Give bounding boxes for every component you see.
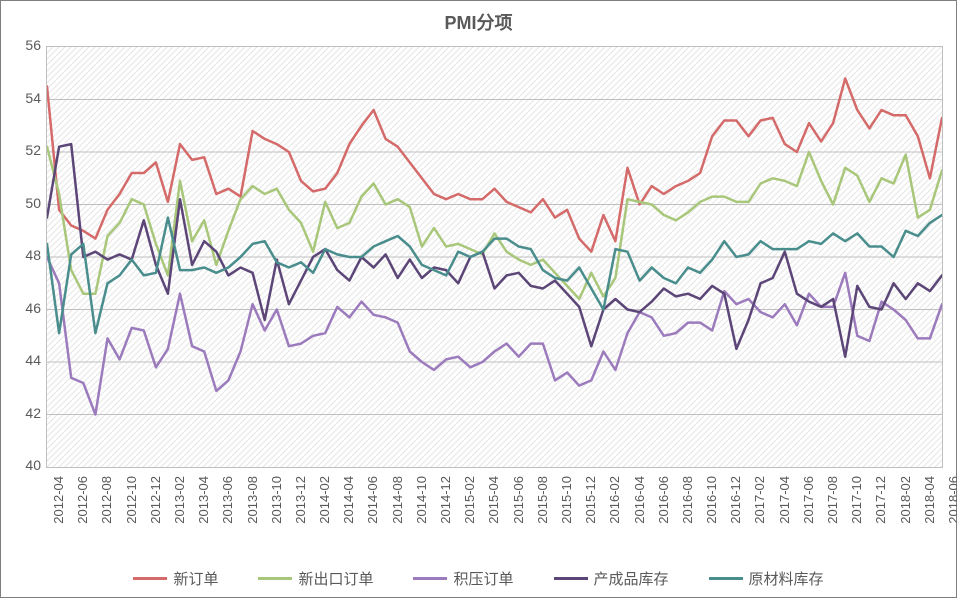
x-tick-label: 2014-10 bbox=[414, 476, 429, 531]
legend-swatch bbox=[709, 577, 743, 580]
x-tick-label: 2015-08 bbox=[535, 476, 550, 531]
x-tick-label: 2012-06 bbox=[75, 476, 90, 531]
x-tick-label: 2013-10 bbox=[269, 476, 284, 531]
x-tick-label: 2017-02 bbox=[752, 476, 767, 531]
y-tick-label: 54 bbox=[11, 90, 41, 106]
x-tick-label: 2016-08 bbox=[680, 476, 695, 531]
x-tick-label: 2015-12 bbox=[583, 476, 598, 531]
legend-item: 新订单 bbox=[133, 568, 218, 589]
y-tick-label: 42 bbox=[11, 405, 41, 421]
x-tick-label: 2013-06 bbox=[220, 476, 235, 531]
legend-item: 新出口订单 bbox=[258, 568, 373, 589]
y-tick-label: 50 bbox=[11, 195, 41, 211]
legend-label: 新出口订单 bbox=[298, 568, 373, 589]
x-tick-label: 2013-12 bbox=[293, 476, 308, 531]
x-tick-label: 2015-06 bbox=[511, 476, 526, 531]
x-tick-label: 2015-04 bbox=[486, 476, 501, 531]
x-tick-label: 2012-04 bbox=[51, 476, 66, 531]
legend-label: 原材料库存 bbox=[749, 568, 824, 589]
x-tick-label: 2014-12 bbox=[438, 476, 453, 531]
x-tick-label: 2018-06 bbox=[946, 476, 957, 531]
x-tick-label: 2018-02 bbox=[898, 476, 913, 531]
plot-svg bbox=[47, 47, 942, 467]
legend: 新订单 新出口订单 积压订单 产成品库存 原材料库存 bbox=[1, 568, 956, 589]
x-tick-label: 2017-12 bbox=[873, 476, 888, 531]
x-axis: 2012-04 2012-06 2012-08 2012-10 2012-12 2013-… bbox=[46, 471, 941, 551]
legend-item: 积压订单 bbox=[413, 568, 513, 589]
x-tick-label: 2014-04 bbox=[341, 476, 356, 531]
x-tick-label: 2014-02 bbox=[317, 476, 332, 531]
chart-title: PMI分项 bbox=[1, 9, 956, 35]
x-tick-label: 2017-06 bbox=[801, 476, 816, 531]
x-tick-label: 2013-02 bbox=[172, 476, 187, 531]
x-tick-label: 2012-10 bbox=[124, 476, 139, 531]
x-tick-label: 2012-12 bbox=[148, 476, 163, 531]
legend-item: 产成品库存 bbox=[554, 568, 669, 589]
x-tick-label: 2014-08 bbox=[390, 476, 405, 531]
x-tick-label: 2015-10 bbox=[559, 476, 574, 531]
legend-label: 产成品库存 bbox=[594, 568, 669, 589]
x-tick-label: 2016-10 bbox=[704, 476, 719, 531]
plot-area bbox=[46, 46, 943, 468]
y-tick-label: 48 bbox=[11, 247, 41, 263]
x-tick-label: 2017-04 bbox=[777, 476, 792, 531]
x-tick-label: 2013-04 bbox=[196, 476, 211, 531]
legend-label: 积压订单 bbox=[453, 568, 513, 589]
x-tick-label: 2016-04 bbox=[632, 476, 647, 531]
legend-swatch bbox=[258, 577, 292, 580]
pmi-chart-container: PMI分项 404244464850525456 2012-042012-062… bbox=[0, 0, 957, 598]
x-tick-label: 2015-02 bbox=[462, 476, 477, 531]
legend-label: 新订单 bbox=[173, 568, 218, 589]
y-tick-label: 40 bbox=[11, 457, 41, 473]
legend-swatch bbox=[554, 577, 588, 580]
x-tick-label: 2017-08 bbox=[825, 476, 840, 531]
y-tick-label: 46 bbox=[11, 300, 41, 316]
y-tick-label: 52 bbox=[11, 142, 41, 158]
y-tick-label: 44 bbox=[11, 352, 41, 368]
x-tick-label: 2014-06 bbox=[365, 476, 380, 531]
x-tick-label: 2016-12 bbox=[728, 476, 743, 531]
x-tick-label: 2017-10 bbox=[849, 476, 864, 531]
x-tick-label: 2013-08 bbox=[245, 476, 260, 531]
legend-swatch bbox=[133, 577, 167, 580]
legend-item: 原材料库存 bbox=[709, 568, 824, 589]
x-tick-label: 2016-06 bbox=[656, 476, 671, 531]
x-tick-label: 2016-02 bbox=[607, 476, 622, 531]
y-tick-label: 56 bbox=[11, 37, 41, 53]
legend-swatch bbox=[413, 577, 447, 580]
x-tick-label: 2018-04 bbox=[922, 476, 937, 531]
x-tick-label: 2012-08 bbox=[99, 476, 114, 531]
